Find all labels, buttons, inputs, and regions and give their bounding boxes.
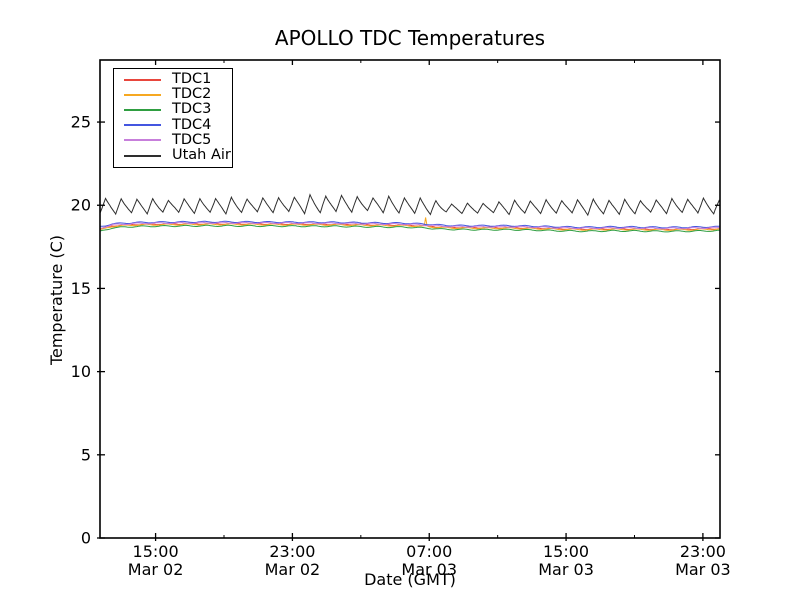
legend-swatch-tdc5 [124,139,161,142]
legend-label: TDC1 [172,71,212,88]
legend-swatch-tdc1 [124,78,161,81]
x-tick-time-label: 15:00 [133,542,179,561]
axes-frame [99,59,721,539]
y-tick-label: 10 [71,362,91,381]
legend: TDC1 TDC2 TDC3 TDC4 TDC5 Utah Air [113,68,233,169]
x-tick-time-label: 23:00 [269,542,315,561]
x-tick-time-label: 23:00 [680,542,726,561]
series-line-tdc5 [100,221,720,230]
legend-item-tdc3: TDC3 [114,102,232,117]
x-tick-time-label: 15:00 [543,542,589,561]
legend-item-tdc5: TDC5 [114,131,232,148]
legend-swatch-tdc3 [124,108,161,111]
x-tick-date-label: Mar 02 [265,560,321,579]
legend-swatch-tdc2 [124,93,161,96]
legend-label: TDC4 [172,116,212,133]
legend-label: Utah Air [172,147,231,164]
legend-item-utah-air: Utah Air [114,148,232,163]
x-tick-date-label: Mar 02 [128,560,184,579]
series-line-tdc4 [100,220,720,229]
x-tick-time-label: 07:00 [406,542,452,561]
legend-label: TDC5 [172,131,212,148]
series-line-utah-air [100,193,720,217]
x-tick-date-label: Mar 03 [538,560,594,579]
legend-item-tdc2: TDC2 [114,87,232,102]
series-line-tdc3 [100,224,720,233]
y-tick-label: 5 [81,445,91,464]
y-tick-label: 25 [71,113,91,132]
y-tick-label: 20 [71,196,91,215]
legend-item-tdc1: TDC1 [114,72,232,87]
x-tick-date-label: Mar 03 [401,560,457,579]
x-axis-label: Date (GMT) [364,570,456,589]
y-tick-label: 15 [71,279,91,298]
legend-swatch-utah-air [124,154,161,157]
y-axis-label: Temperature (C) [47,234,66,366]
chart-title: APOLLO TDC Temperatures [274,26,546,50]
y-tick-label: 0 [81,529,91,548]
x-tick-date-label: Mar 03 [675,560,731,579]
legend-label: TDC3 [172,101,212,118]
legend-swatch-tdc4 [124,124,161,127]
legend-label: TDC2 [172,86,212,103]
legend-item-tdc4: TDC4 [114,116,232,133]
